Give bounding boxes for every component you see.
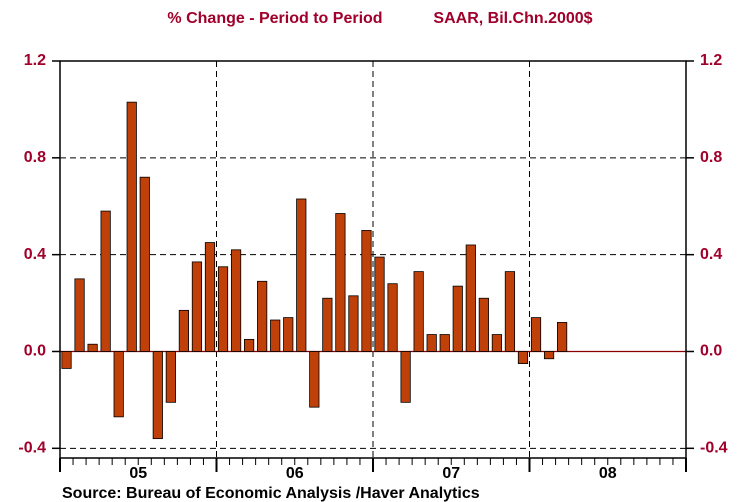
x-tick-label: 05 bbox=[129, 465, 147, 482]
y2-tick-label: 0.4 bbox=[700, 246, 722, 263]
bar bbox=[557, 322, 568, 352]
bar bbox=[348, 295, 359, 352]
y2-tick-label: 0.8 bbox=[700, 149, 722, 166]
chart-subtitle: SAAR, Bil.Chn.2000$ bbox=[433, 10, 592, 27]
y2-tick-label: 1.2 bbox=[700, 52, 722, 69]
bar bbox=[452, 285, 463, 352]
bar bbox=[426, 334, 437, 352]
bar bbox=[230, 249, 242, 352]
bar bbox=[61, 351, 72, 369]
bar bbox=[100, 210, 111, 352]
bar bbox=[322, 297, 333, 352]
bar bbox=[244, 338, 255, 352]
bar bbox=[178, 309, 189, 352]
y-tick-label: 0.8 bbox=[24, 149, 46, 166]
bar bbox=[530, 317, 542, 352]
bar bbox=[270, 319, 281, 352]
chart-title: % Change - Period to Period bbox=[167, 10, 382, 27]
bar bbox=[517, 351, 529, 364]
bar bbox=[413, 271, 424, 352]
bar bbox=[543, 351, 555, 360]
bar bbox=[74, 278, 85, 352]
bar bbox=[465, 244, 476, 352]
bar bbox=[113, 351, 124, 418]
x-tick-label: 08 bbox=[599, 465, 617, 482]
bar bbox=[126, 101, 137, 352]
bar bbox=[217, 266, 229, 352]
bar bbox=[309, 351, 320, 408]
y-tick-label: -0.4 bbox=[18, 440, 46, 457]
bar bbox=[361, 230, 372, 352]
x-tick-label: 06 bbox=[286, 465, 304, 482]
bar bbox=[504, 271, 516, 352]
y-tick-label: 0.0 bbox=[24, 343, 46, 360]
bar bbox=[152, 351, 163, 440]
bar bbox=[204, 242, 216, 352]
bar bbox=[439, 334, 450, 352]
bar bbox=[283, 317, 294, 352]
bar bbox=[478, 297, 489, 352]
bar bbox=[165, 351, 176, 403]
y2-tick-label: 0.0 bbox=[700, 343, 722, 360]
bar bbox=[374, 256, 385, 352]
bar bbox=[139, 176, 150, 352]
plot-frame bbox=[59, 60, 687, 459]
y-tick-label: 0.4 bbox=[24, 246, 46, 263]
bar bbox=[400, 351, 411, 403]
bar bbox=[257, 280, 268, 352]
bar bbox=[491, 334, 502, 352]
source-note: Source: Bureau of Economic Analysis /Hav… bbox=[62, 485, 480, 502]
x-tick-label: 07 bbox=[442, 465, 460, 482]
bar bbox=[87, 343, 98, 352]
bar bbox=[191, 261, 203, 352]
y2-tick-label: -0.4 bbox=[700, 440, 728, 457]
bar bbox=[296, 198, 307, 352]
bar bbox=[335, 213, 346, 352]
bar bbox=[387, 283, 398, 352]
y-tick-label: 1.2 bbox=[24, 52, 46, 69]
